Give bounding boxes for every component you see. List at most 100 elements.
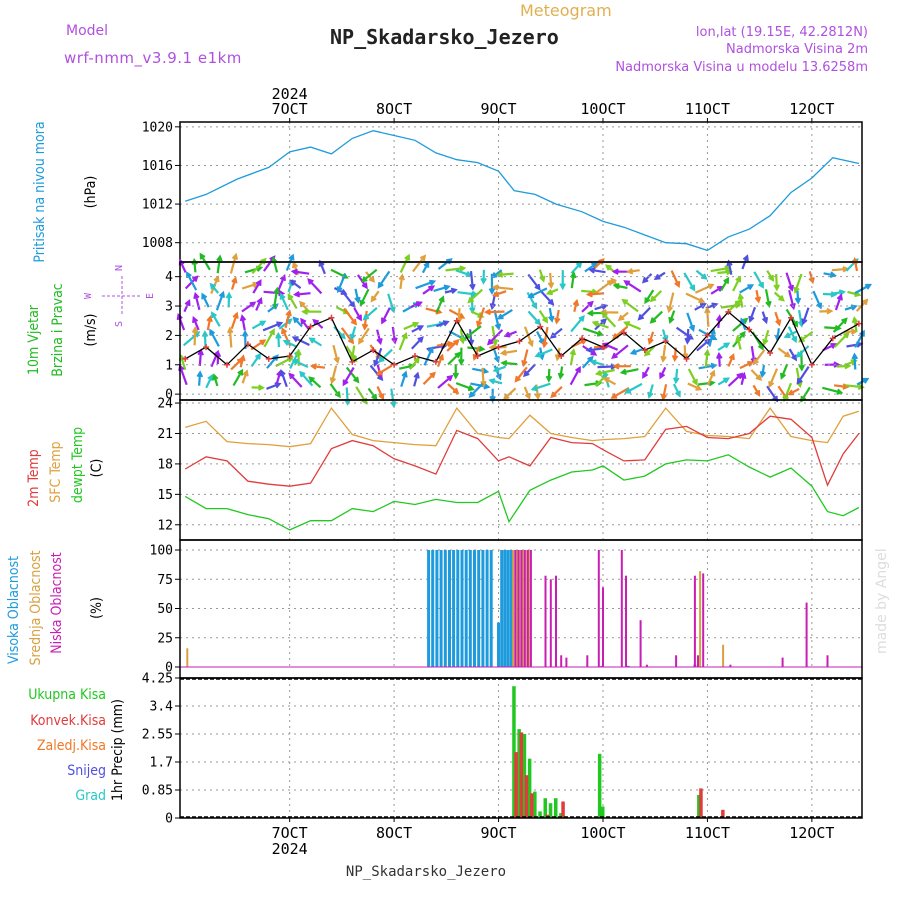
wind-arrowhead	[715, 351, 723, 360]
wind-arrowhead	[691, 378, 698, 386]
precip-legend-item: Zaledj.Kisa	[37, 738, 106, 754]
wind-speed-marker	[328, 314, 335, 321]
wind-arrow	[706, 371, 715, 386]
wind-arrowhead	[793, 286, 800, 294]
wind-arrowhead	[495, 373, 502, 381]
wind-arrowhead	[808, 277, 815, 285]
wind-arrowhead	[575, 365, 581, 373]
wind-speed-marker	[349, 358, 356, 365]
wind-arrow	[822, 386, 842, 394]
wind-arrowhead	[621, 298, 629, 306]
precip-total-bar	[522, 734, 527, 818]
wind-arrowhead	[254, 352, 262, 360]
wind-speed-marker	[641, 347, 648, 354]
temp-ytick-label: 12	[157, 518, 173, 533]
wind-arrow	[345, 387, 349, 404]
wind-arrowhead	[480, 380, 487, 388]
meteogram-title: Meteogram	[520, 1, 612, 20]
precip-ytick-label: 2.55	[142, 728, 173, 743]
wind-arrow	[596, 368, 615, 375]
cloud-bar-high	[485, 550, 489, 667]
wind-arrow	[648, 384, 654, 398]
wind-arrowhead	[791, 354, 797, 362]
wind-ylabel: 10m Vjetar	[26, 304, 42, 375]
wind-arrow	[426, 344, 446, 351]
wind-arrowhead	[375, 369, 383, 376]
wind-arrow	[661, 345, 667, 361]
wind-arrowhead	[300, 317, 307, 325]
wind-arrowhead	[728, 353, 735, 361]
wind-arrowhead	[216, 254, 223, 262]
wind-arrowhead	[368, 276, 376, 283]
cloud-bar-high	[452, 550, 456, 667]
high-cloud-ylabel: Visoka Oblacnost	[6, 556, 22, 664]
wind-arrow	[569, 350, 575, 365]
wind-arrow	[736, 336, 742, 350]
wind-arrowhead	[443, 284, 451, 291]
wind-arrowhead	[644, 297, 651, 305]
wind-arrow	[539, 289, 554, 305]
wind-arrowhead	[371, 393, 378, 401]
wind-arrowhead	[483, 308, 491, 316]
wind-ytick-label: 0	[165, 388, 173, 403]
cloud-bar-low	[517, 550, 520, 667]
cloud-panel: 0 25 50 75 100 Visoka Oblacnost Srednja Oblacn…	[6, 539, 863, 679]
wind-arrow	[437, 375, 453, 389]
wind-arrow	[447, 352, 461, 366]
wind-arrowhead	[653, 273, 661, 280]
wind-arrowhead	[468, 391, 476, 398]
wind-arrow	[378, 348, 393, 363]
wind-arrowhead	[610, 392, 618, 399]
cloud-bar-high	[460, 550, 464, 667]
wind-arrow	[403, 322, 418, 331]
wind-arrowhead	[269, 328, 275, 336]
wind-arrowhead	[523, 370, 530, 378]
wind-arrow	[400, 372, 407, 388]
wind-arrowhead	[358, 337, 365, 345]
x-top-label: 10OCT	[580, 100, 625, 118]
wind-speed-marker	[829, 335, 836, 342]
wind-arrowhead	[549, 332, 557, 339]
wind-arrow	[831, 267, 848, 272]
wind-arrowhead	[585, 290, 593, 298]
wind-arrowhead	[842, 383, 850, 390]
wind-arrow	[675, 326, 693, 340]
wind-arrowhead	[711, 302, 719, 309]
pressure-units: (hPa)	[83, 176, 99, 209]
wind-arrow	[612, 344, 629, 359]
wind-arrowhead	[795, 351, 803, 359]
precip-ytick-label: 1.7	[150, 756, 173, 771]
wind-arrow	[251, 320, 266, 330]
wind-units: (m/s)	[83, 314, 99, 347]
wind-arrowhead	[496, 313, 504, 320]
wind-speed-marker	[495, 344, 502, 351]
wind-arrowhead	[381, 317, 387, 325]
wind-speed-marker	[203, 344, 210, 351]
wind-arrow	[198, 372, 202, 386]
wind-arrowhead	[206, 314, 213, 323]
wind-arrow	[446, 339, 459, 352]
precip-conv-bar	[514, 752, 518, 818]
wind-arrow	[376, 386, 384, 399]
wind-arrowhead	[796, 378, 803, 385]
wind-arrow	[476, 307, 486, 327]
wind-arrowhead	[276, 321, 284, 328]
cloud-bar-high	[600, 665, 604, 667]
wind-arrowhead	[453, 339, 460, 346]
wind-arrow	[739, 294, 744, 308]
wind-arrow	[834, 295, 843, 311]
cloud-bar-high	[443, 550, 447, 667]
precip-ytick-label: 3.4	[150, 700, 174, 715]
wind-arrow	[591, 360, 605, 366]
wind-arrowhead	[419, 254, 427, 262]
wind-arrowhead	[588, 267, 596, 274]
wind-arrow	[686, 312, 695, 331]
compass-s: S	[114, 321, 125, 327]
wind-arrow	[255, 298, 263, 311]
wind-arrow	[332, 344, 339, 363]
wind-arrow	[409, 357, 420, 370]
wind-arrowhead	[218, 290, 225, 298]
wind-arrowhead	[612, 363, 620, 370]
wind-arrowhead	[534, 351, 542, 358]
wind-arrow	[612, 325, 629, 339]
